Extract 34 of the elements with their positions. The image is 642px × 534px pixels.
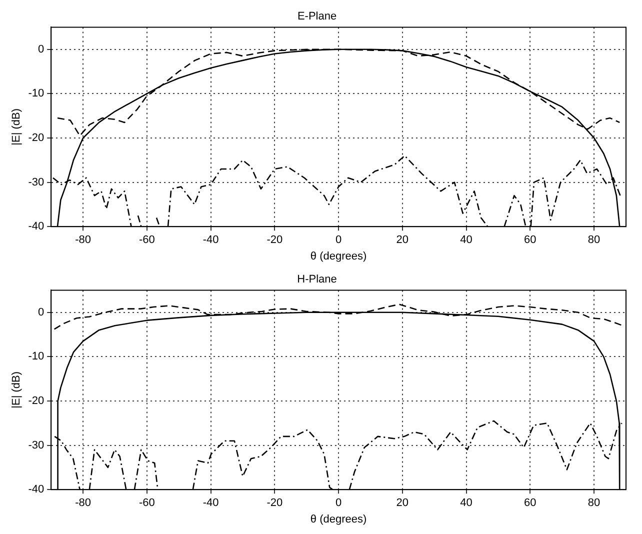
x-tick-label: 20 [396,234,409,246]
x-tick-label: 0 [335,497,342,510]
x-tick-label: 20 [396,497,409,510]
x-tick-label: -80 [75,497,91,510]
y-tick-label: 0 [38,43,44,56]
x-tick-label: 60 [524,234,536,246]
y-tick-label: -10 [28,350,44,363]
x-tick-label: -60 [138,497,155,510]
x-tick-label: 40 [460,234,472,246]
y-axis-title: |E| (dB) [10,108,23,146]
x-tick-label: -60 [138,234,155,246]
y-tick-label: -20 [28,395,44,408]
x-tick-label: 80 [588,497,600,510]
x-axis-title: θ (degrees) [310,250,367,262]
y-axis-title: |E| (dB) [10,371,23,408]
chart-title: E-Plane [297,10,337,23]
y-tick-label: -30 [28,176,44,188]
y-tick-label: -10 [28,88,44,100]
x-tick-label: -40 [202,497,219,510]
y-tick-label: 0 [38,306,44,318]
x-tick-label: 80 [588,234,600,246]
x-tick-label: 60 [524,497,536,510]
x-tick-label: 40 [460,497,472,510]
x-tick-label: 0 [335,234,342,246]
y-tick-label: -40 [28,484,44,496]
y-tick-label: -20 [28,132,44,144]
chart-title: H-Plane [297,274,337,286]
x-tick-label: -40 [202,234,219,246]
x-tick-label: -20 [266,234,283,246]
x-axis-title: θ (degrees) [310,513,367,526]
y-tick-label: -30 [28,439,44,452]
y-tick-label: -40 [28,220,44,233]
x-tick-label: -20 [266,497,283,510]
x-tick-label: -80 [75,234,91,246]
